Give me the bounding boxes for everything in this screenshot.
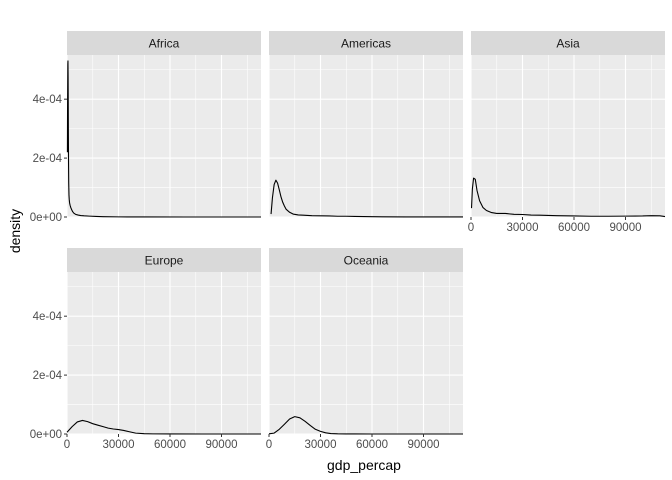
x-tick-label: 0 [266, 439, 272, 451]
x-tick-label: 30000 [305, 439, 337, 451]
y-tick-label: 2e-04 [33, 153, 63, 165]
panel-background [67, 55, 261, 217]
strip-label: Oceania [344, 254, 389, 268]
y-tick-label: 4e-04 [33, 311, 63, 323]
strip-background [67, 31, 261, 55]
density-line-asia [470, 177, 666, 218]
strip-label: Americas [341, 37, 391, 51]
panel-background [269, 55, 463, 217]
y-axis-title: density [7, 209, 23, 253]
x-tick-label: 0 [64, 439, 70, 451]
x-tick-label: 0 [468, 222, 474, 234]
x-tick-label: 60000 [356, 439, 388, 451]
facet-panel-americas: Americas [268, 31, 464, 218]
strip-label: Europe [145, 254, 184, 268]
x-tick-label: 60000 [154, 439, 186, 451]
x-tick-label: 90000 [610, 222, 642, 234]
density-line-europe [66, 419, 262, 435]
panel-background [67, 272, 261, 434]
strip-background [269, 248, 463, 272]
facet-panels: Africa 0e+00 2e-04 4e-04 Americas Asia 0 30000 6… [30, 31, 666, 451]
x-tick-label: 60000 [558, 222, 590, 234]
panel-background [269, 272, 463, 434]
strip-background [269, 31, 463, 55]
panel-background [471, 55, 665, 217]
y-tick-label: 2e-04 [33, 370, 63, 382]
y-tick-label: 4e-04 [33, 94, 63, 106]
x-tick-label: 30000 [507, 222, 539, 234]
density-line-americas [270, 179, 464, 218]
density-line-oceania [268, 416, 463, 435]
x-axis-title: gdp_percap [327, 457, 401, 473]
x-tick-label: 90000 [408, 439, 440, 451]
strip-label: Africa [149, 37, 180, 51]
facet-panel-europe: Europe 0 30000 60000 90000 0e+00 2e-04 4e-04 [30, 248, 262, 451]
x-tick-label: 30000 [103, 439, 135, 451]
x-tick-label: 90000 [206, 439, 238, 451]
y-tick-label: 0e+00 [30, 212, 62, 224]
strip-background [67, 248, 261, 272]
facet-panel-oceania: Oceania 0 30000 60000 90000 [266, 248, 463, 451]
facet-panel-asia: Asia 0 30000 60000 90000 [468, 31, 666, 234]
facet-panel-africa: Africa 0e+00 2e-04 4e-04 [30, 31, 261, 224]
strip-background [471, 31, 665, 55]
density-line-africa [66, 60, 261, 218]
strip-label: Asia [556, 37, 580, 51]
y-tick-label: 0e+00 [30, 429, 62, 441]
